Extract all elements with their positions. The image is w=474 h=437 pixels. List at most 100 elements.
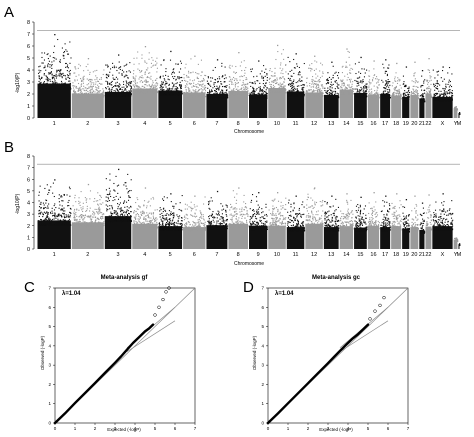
snp-point <box>82 210 84 213</box>
snp-point <box>51 86 53 88</box>
snp-point <box>53 88 55 90</box>
snp-point <box>174 91 176 93</box>
snp-point <box>233 79 235 82</box>
snp-point <box>283 89 285 91</box>
snp-point <box>208 83 210 85</box>
snp-point <box>439 97 441 99</box>
snp-point <box>372 77 374 79</box>
snp-point <box>51 78 53 80</box>
snp-point <box>98 206 100 208</box>
snp-point <box>51 88 53 90</box>
snp-point <box>83 75 85 77</box>
snp-point <box>84 226 86 228</box>
snp-point <box>83 223 85 225</box>
snp-point <box>239 94 241 96</box>
snp-point <box>94 224 96 226</box>
snp-point <box>429 90 431 92</box>
snp-point <box>443 95 445 97</box>
snp-point <box>306 91 308 93</box>
snp-point <box>103 95 105 97</box>
snp-point <box>164 94 166 96</box>
snp-point <box>168 94 170 96</box>
snp-point <box>128 90 130 93</box>
snp-point <box>197 83 199 85</box>
snp-point <box>296 92 299 95</box>
snp-point <box>270 86 273 88</box>
snp-point <box>68 221 70 223</box>
snp-point <box>68 77 71 79</box>
snp-point <box>63 215 65 217</box>
snp-point <box>90 225 92 227</box>
snp-point <box>124 214 126 216</box>
snp-point <box>251 97 253 99</box>
snp-point <box>146 205 148 207</box>
snp-point <box>301 76 303 78</box>
snp-point <box>68 216 70 218</box>
snp-point <box>242 94 245 96</box>
snp-point <box>289 93 291 95</box>
snp-point <box>397 97 399 99</box>
snp-point <box>231 78 233 80</box>
snp-point <box>435 87 437 89</box>
snp-point <box>170 93 172 95</box>
snp-point <box>376 89 378 91</box>
snp-point <box>40 211 42 213</box>
snp-point <box>249 97 251 99</box>
snp-point <box>296 89 299 91</box>
snp-point <box>289 78 291 80</box>
snp-point <box>200 95 202 97</box>
snp-point <box>139 89 141 91</box>
snp-point <box>90 80 92 82</box>
snp-point <box>54 88 56 90</box>
snp-point <box>116 218 118 220</box>
snp-point <box>296 94 298 96</box>
peak-point <box>295 53 297 55</box>
snp-point <box>130 211 132 213</box>
snp-point <box>155 60 157 62</box>
snp-point <box>114 220 116 222</box>
snp-point <box>92 91 94 93</box>
snp-point <box>393 93 395 95</box>
snp-point <box>147 92 149 94</box>
snp-point <box>224 81 226 83</box>
snp-point <box>190 58 192 60</box>
snp-point <box>145 69 147 71</box>
snp-point <box>266 97 268 99</box>
snp-point <box>252 97 254 99</box>
snp-point <box>328 95 330 97</box>
snp-point <box>53 75 55 77</box>
snp-point <box>446 99 448 102</box>
snp-point <box>93 84 95 86</box>
snp-point <box>271 71 273 73</box>
snp-point <box>318 92 320 94</box>
snp-point <box>360 94 362 96</box>
snp-point <box>163 89 165 91</box>
snp-point <box>98 86 100 88</box>
snp-point <box>52 182 54 184</box>
snp-point <box>123 184 125 186</box>
snp-point <box>377 96 379 98</box>
snp-point <box>208 82 210 84</box>
snp-point <box>373 97 375 99</box>
snp-point <box>43 81 45 83</box>
snp-point <box>161 83 163 85</box>
snp-point <box>48 72 50 74</box>
snp-point <box>298 91 300 93</box>
snp-point <box>190 96 192 98</box>
snp-point <box>94 198 96 200</box>
snp-point <box>247 94 249 96</box>
snp-point <box>111 214 113 217</box>
snp-point <box>261 96 263 98</box>
snp-point <box>40 203 42 205</box>
snp-point <box>178 71 180 73</box>
snp-point <box>391 94 393 96</box>
snp-point <box>111 88 113 90</box>
snp-point <box>102 91 104 93</box>
snp-point <box>87 96 89 98</box>
snp-point <box>130 82 132 84</box>
snp-point <box>197 95 199 97</box>
snp-point <box>415 90 417 92</box>
snp-point <box>180 87 182 89</box>
snp-point <box>249 81 251 83</box>
snp-point <box>240 94 242 96</box>
